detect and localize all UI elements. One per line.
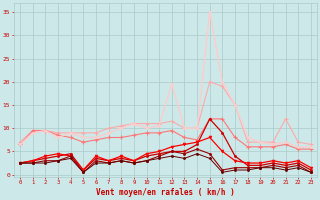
X-axis label: Vent moyen/en rafales ( km/h ): Vent moyen/en rafales ( km/h ) xyxy=(96,188,235,197)
